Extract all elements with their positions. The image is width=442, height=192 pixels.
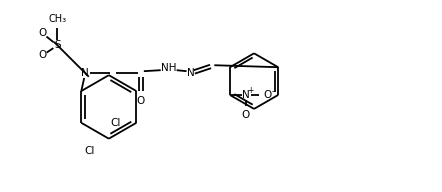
Text: Cl: Cl — [84, 146, 95, 156]
Text: N: N — [81, 68, 89, 78]
Text: N: N — [187, 68, 194, 78]
Text: Cl: Cl — [110, 118, 121, 128]
Text: -: - — [272, 88, 275, 97]
Text: S: S — [54, 40, 61, 50]
Text: +: + — [248, 86, 254, 94]
Text: O: O — [38, 28, 47, 38]
Text: O: O — [242, 110, 250, 120]
Text: O: O — [263, 90, 272, 100]
Text: NH: NH — [161, 63, 176, 73]
Text: N: N — [242, 90, 250, 100]
Text: O: O — [137, 96, 145, 106]
Text: CH₃: CH₃ — [49, 14, 67, 24]
Text: O: O — [38, 50, 47, 60]
